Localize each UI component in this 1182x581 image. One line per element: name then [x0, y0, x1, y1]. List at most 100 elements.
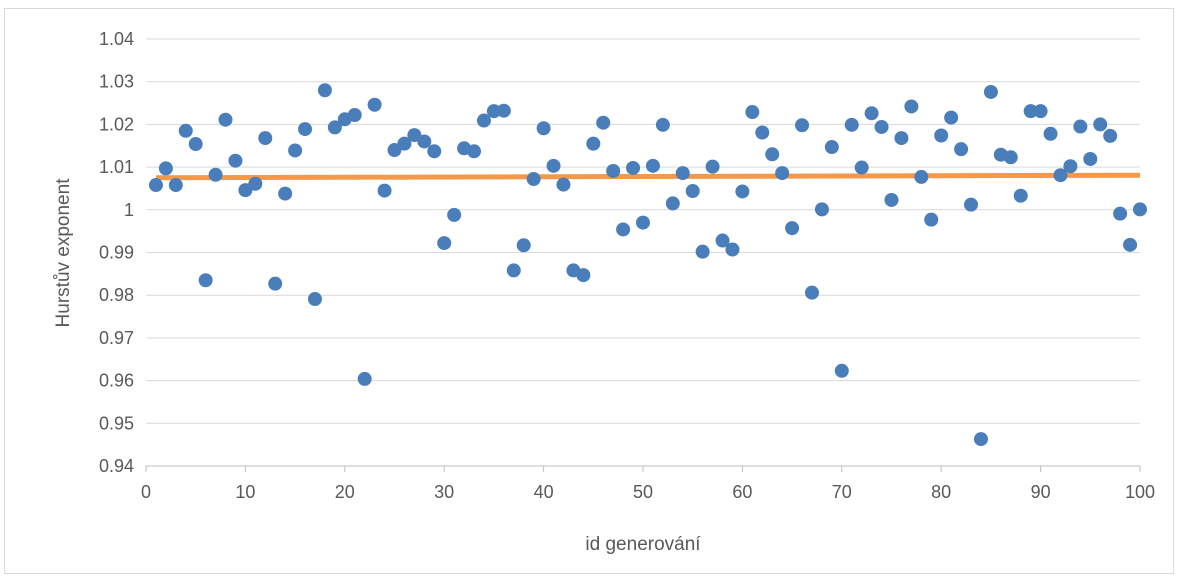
data-point	[1014, 189, 1028, 203]
y-tick-label: 1.02	[99, 114, 134, 134]
data-point	[1034, 104, 1048, 118]
x-tick-label: 70	[832, 482, 852, 502]
data-point	[735, 184, 749, 198]
data-point	[199, 273, 213, 287]
x-axis-title: id generování	[585, 534, 701, 555]
y-axis-title: Hurstův exponent	[53, 178, 74, 328]
y-tick-label: 1	[124, 200, 134, 220]
data-point	[149, 178, 163, 192]
data-point	[556, 178, 570, 192]
data-point	[606, 164, 620, 178]
x-tick-label: 60	[732, 482, 752, 502]
data-point	[795, 118, 809, 132]
x-tick-label: 40	[534, 482, 554, 502]
data-point	[189, 137, 203, 151]
trendline-layer	[156, 175, 1140, 178]
data-point	[686, 184, 700, 198]
trendline	[156, 175, 1140, 178]
data-point	[209, 168, 223, 182]
data-point	[547, 159, 561, 173]
data-point	[318, 83, 332, 97]
y-tick-label: 0.98	[99, 285, 134, 305]
y-tick-label: 1.01	[99, 157, 134, 177]
y-tick-label: 0.95	[99, 413, 134, 433]
data-point	[1113, 207, 1127, 221]
data-point	[944, 111, 958, 125]
y-tick-label: 0.99	[99, 243, 134, 263]
data-point	[904, 99, 918, 113]
data-point	[467, 144, 481, 158]
data-point	[417, 134, 431, 148]
data-point	[894, 131, 908, 145]
data-point	[537, 121, 551, 135]
x-tick-label: 50	[633, 482, 653, 502]
data-point	[865, 106, 879, 120]
x-tick-label: 100	[1125, 482, 1155, 502]
data-point	[576, 268, 590, 282]
data-point	[1044, 127, 1058, 141]
data-point	[219, 113, 233, 127]
data-point	[169, 178, 183, 192]
data-point	[835, 364, 849, 378]
data-point	[616, 222, 630, 236]
data-point	[308, 292, 322, 306]
data-point	[954, 142, 968, 156]
data-point	[805, 286, 819, 300]
data-point	[1093, 117, 1107, 131]
data-point	[914, 170, 928, 184]
data-points	[149, 83, 1147, 446]
data-point	[1133, 202, 1147, 216]
data-point	[696, 245, 710, 259]
x-tick-label: 0	[141, 482, 151, 502]
data-point	[358, 372, 372, 386]
data-point	[368, 98, 382, 112]
data-point	[765, 147, 779, 161]
data-point	[1083, 152, 1097, 166]
data-point	[845, 118, 859, 132]
y-tick-label: 0.94	[99, 456, 134, 476]
data-point	[745, 105, 759, 119]
data-point	[974, 432, 988, 446]
data-point	[775, 166, 789, 180]
data-point	[755, 126, 769, 140]
y-tick-label: 1.03	[99, 72, 134, 92]
data-point	[1123, 238, 1137, 252]
data-point	[875, 120, 889, 134]
x-tick-label: 90	[1031, 482, 1051, 502]
data-point	[447, 208, 461, 222]
data-point	[984, 85, 998, 99]
data-point	[527, 172, 541, 186]
data-point	[855, 161, 869, 175]
x-tick-label: 20	[335, 482, 355, 502]
y-tick-label: 0.97	[99, 328, 134, 348]
data-point	[626, 161, 640, 175]
x-tick-label: 30	[434, 482, 454, 502]
data-point	[278, 187, 292, 201]
data-point	[964, 198, 978, 212]
data-point	[646, 159, 660, 173]
y-tick-label: 1.04	[99, 29, 134, 49]
data-point	[348, 108, 362, 122]
x-tick-label: 10	[235, 482, 255, 502]
tick-labels: 0.94 0.95 0.96 0.97 0.98 0.99 1 1.01 1.02 1.03 1.0…	[99, 29, 1155, 502]
data-point	[268, 277, 282, 291]
data-point	[1103, 129, 1117, 143]
data-point	[924, 213, 938, 227]
data-point	[427, 144, 441, 158]
x-axis	[146, 466, 1140, 472]
data-point	[636, 216, 650, 230]
data-point	[378, 184, 392, 198]
y-tick-label: 0.96	[99, 371, 134, 391]
data-point	[825, 140, 839, 154]
data-point	[815, 202, 829, 216]
data-point	[517, 238, 531, 252]
data-point	[676, 166, 690, 180]
data-point	[228, 154, 242, 168]
x-tick-label: 80	[931, 482, 951, 502]
data-point	[1063, 159, 1077, 173]
data-point	[248, 177, 262, 191]
data-point	[706, 160, 720, 174]
data-point	[885, 193, 899, 207]
data-point	[785, 221, 799, 235]
